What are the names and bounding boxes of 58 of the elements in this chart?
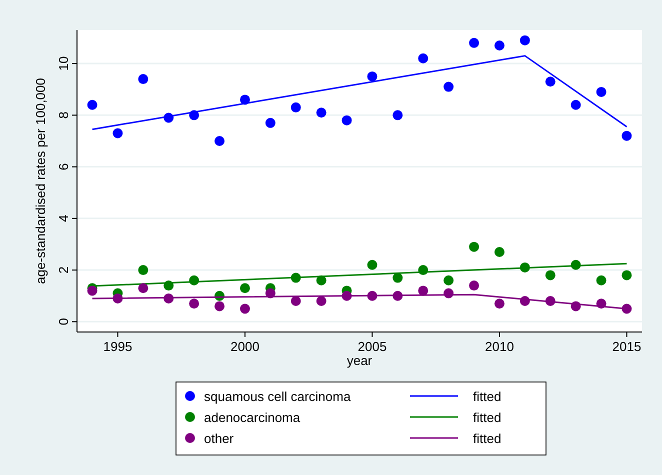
point (494, 246, 504, 257)
point (240, 304, 250, 314)
point (316, 296, 326, 306)
point (494, 298, 504, 309)
point (469, 280, 480, 291)
x-tick-label: 1995 (103, 339, 132, 354)
point (622, 270, 632, 280)
point (418, 286, 428, 296)
point (367, 71, 378, 82)
x-tick-label: 2000 (230, 339, 260, 354)
x-tick-label: 2015 (612, 339, 642, 354)
legend-label: fitted (473, 389, 502, 404)
y-tick-label: 6 (56, 163, 71, 170)
y-tick-label: 10 (56, 56, 71, 71)
point (392, 272, 403, 283)
point (520, 35, 530, 46)
point (444, 82, 454, 92)
x-tick-label: 2005 (358, 339, 387, 354)
point (189, 298, 200, 309)
point (469, 38, 480, 48)
x-axis-title: year (346, 353, 373, 368)
point (596, 86, 606, 97)
point (342, 115, 352, 126)
point (596, 275, 606, 286)
legend-label: fitted (473, 410, 502, 425)
point (240, 283, 250, 294)
legend-label: other (204, 431, 234, 446)
point (469, 242, 480, 252)
point (138, 265, 148, 276)
point (545, 76, 556, 87)
point (545, 270, 556, 280)
point (138, 283, 148, 294)
point (494, 40, 504, 50)
x-tick-label: 2010 (485, 339, 514, 354)
point (112, 128, 123, 138)
y-tick-label: 0 (56, 318, 71, 326)
y-tick-label: 2 (56, 266, 71, 274)
point (316, 108, 326, 118)
legend-label: fitted (473, 431, 502, 446)
point (214, 136, 225, 146)
point (214, 301, 225, 312)
y-tick-label: 8 (56, 112, 71, 119)
legend-label: squamous cell carcinoma (204, 389, 352, 404)
legend-label: adenocarcinoma (204, 410, 301, 425)
point (290, 296, 301, 306)
point (367, 260, 378, 270)
point (290, 102, 301, 112)
y-tick-label: 4 (56, 214, 71, 222)
point (265, 118, 276, 128)
point (87, 286, 98, 296)
y-axis-title: age-standardised rates per 100,000 (33, 78, 48, 284)
point (418, 53, 428, 64)
point (392, 110, 403, 120)
point (444, 275, 454, 286)
point (138, 74, 148, 84)
point (87, 100, 98, 110)
point (570, 100, 581, 110)
point (622, 130, 632, 141)
